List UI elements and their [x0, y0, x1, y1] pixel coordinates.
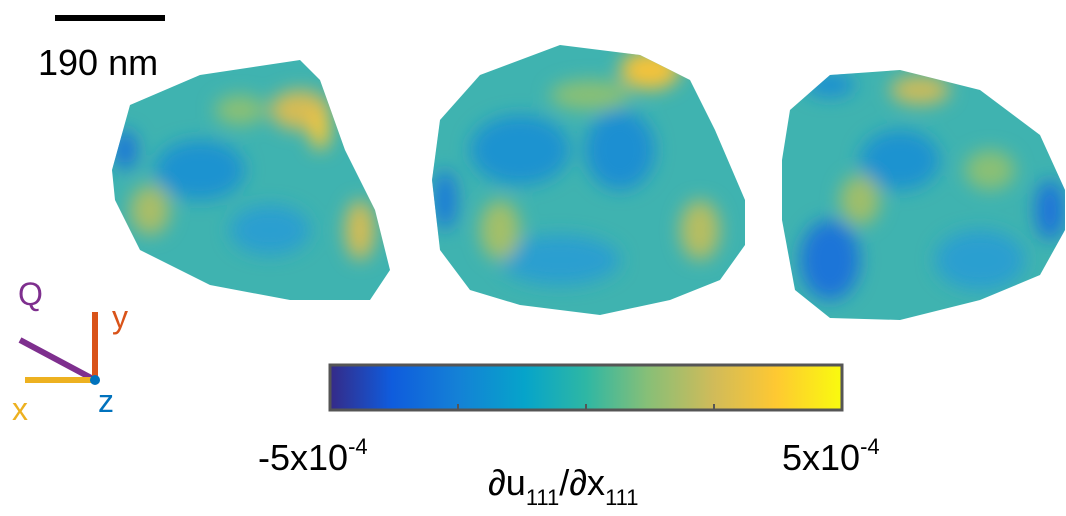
y-label: y: [112, 299, 128, 335]
x-label: x: [12, 391, 28, 427]
colorbar-max-label: 5x10-4: [782, 434, 880, 478]
scale-bar-label: 190 nm: [38, 42, 158, 83]
z-arrow: [90, 375, 100, 385]
q-label: Q: [18, 276, 43, 312]
colorbar-title: ∂u111/∂x111: [488, 462, 639, 510]
strain-map: [112, 60, 390, 300]
strain-map: [782, 70, 1065, 320]
colorbar-min-label: -5x10-4: [258, 434, 368, 478]
q-arrow: [18, 337, 97, 383]
axes-glyph: Q y x z: [12, 276, 128, 427]
colorbar-ticks: [457, 404, 715, 410]
strain-map: [432, 45, 745, 315]
z-label: z: [98, 383, 114, 419]
colorbar: [328, 363, 844, 412]
